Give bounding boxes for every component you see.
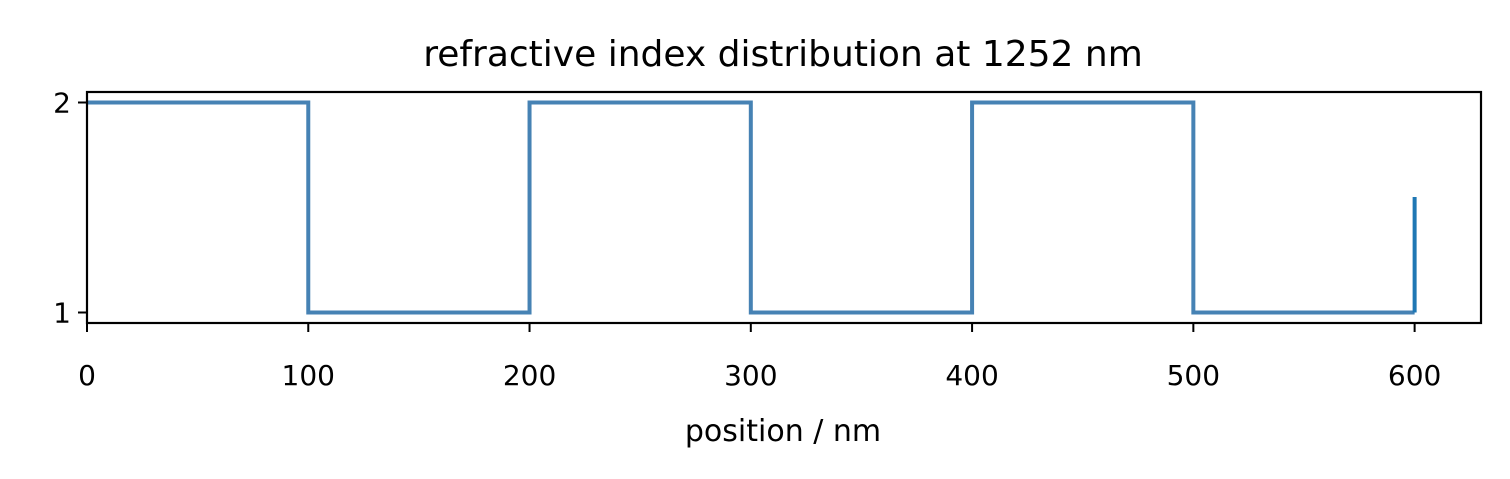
axes-frame xyxy=(85,90,1483,325)
y-tick-label: 1 xyxy=(53,297,71,330)
x-tick-label: 300 xyxy=(724,359,777,392)
x-tick-label: 0 xyxy=(78,359,96,392)
x-axis-label: position / nm xyxy=(685,414,881,449)
plot-area xyxy=(87,100,1417,315)
refractive-index-step-line xyxy=(87,100,1415,315)
x-tick-label: 600 xyxy=(1388,359,1441,392)
x-tick-label: 500 xyxy=(1167,359,1220,392)
chart-title: refractive index distribution at 1252 nm xyxy=(423,34,1143,75)
axis-ticks: 0 100 200 300 400 500 600 1 2 xyxy=(53,87,1441,393)
y-tick-label: 2 xyxy=(53,87,71,120)
x-tick-label: 100 xyxy=(282,359,335,392)
x-tick-label: 200 xyxy=(503,359,556,392)
x-tick-label: 400 xyxy=(945,359,998,392)
